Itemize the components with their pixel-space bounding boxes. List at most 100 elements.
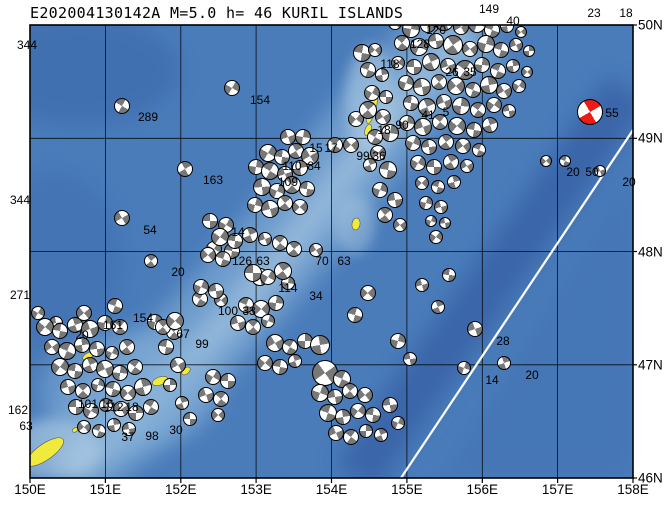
x-axis-label: 156E: [466, 482, 499, 497]
focal-mechanism: [474, 57, 490, 73]
focal-mechanism: [105, 381, 121, 397]
focal-mechanism: [220, 373, 236, 389]
focal-mechanism: [523, 45, 535, 57]
focal-mechanism: [368, 43, 382, 57]
focal-mechanism: [466, 122, 482, 138]
focal-mechanism: [365, 407, 381, 423]
focal-mechanism: [257, 355, 273, 371]
focal-mechanism: [343, 429, 359, 445]
event-depth-label: 18: [619, 6, 633, 20]
focal-mechanism: [112, 365, 128, 381]
focal-mechanism: [398, 75, 414, 91]
y-axis-label: 48N: [638, 244, 663, 259]
focal-mechanism: [509, 38, 523, 52]
focal-mechanism: [470, 102, 486, 118]
focal-mechanism: [170, 357, 186, 373]
focal-mechanism: [163, 378, 177, 392]
focal-mechanism: [343, 137, 359, 153]
focal-mechanism: [286, 241, 302, 257]
focal-mechanism: [493, 42, 509, 58]
focal-mechanism: [419, 196, 433, 210]
event-depth-label: 149: [478, 2, 500, 16]
focal-mechanism: [52, 323, 68, 339]
focal-mechanism: [215, 251, 231, 267]
focal-mechanism: [482, 117, 498, 133]
focal-mechanism: [467, 321, 483, 337]
focal-mechanism: [521, 66, 533, 78]
focal-mechanism: [421, 139, 437, 155]
focal-mechanism: [68, 399, 84, 415]
y-axis-label: 50N: [638, 17, 663, 33]
focal-mechanism: [399, 115, 415, 131]
focal-mechanism: [403, 95, 419, 111]
focal-mechanism: [438, 134, 454, 150]
focal-mechanism: [391, 416, 405, 430]
focal-mechanism: [177, 161, 193, 177]
beachball-layer: [30, 25, 633, 478]
focal-mechanism: [282, 339, 298, 355]
focal-mechanism: [443, 35, 463, 55]
focal-mechanism: [292, 199, 308, 215]
focal-mechanism: [274, 262, 292, 280]
focal-mechanism: [202, 213, 218, 229]
page-title: E202004130142A M=5.0 h= 46 KURIL ISLANDS: [30, 4, 404, 22]
focal-mechanism: [455, 138, 471, 154]
x-axis-label: 153E: [240, 482, 272, 497]
focal-mechanism: [122, 422, 136, 436]
focal-mechanism: [91, 378, 105, 392]
focal-mechanism: [127, 359, 143, 375]
focal-mechanism: [83, 403, 99, 419]
focal-mechanism: [410, 155, 426, 171]
focal-mechanism: [443, 154, 459, 170]
focal-mechanism: [452, 97, 470, 115]
focal-mechanism: [440, 58, 456, 74]
focal-mechanism: [462, 41, 478, 57]
focal-mechanism: [497, 356, 511, 370]
focal-mechanism: [453, 25, 469, 35]
focal-mechanism: [227, 233, 243, 249]
focal-mechanism: [496, 83, 512, 99]
focal-mechanism: [357, 387, 373, 403]
focal-mechanism: [377, 207, 393, 223]
focal-mechanism: [96, 360, 114, 378]
focal-mechanism: [431, 300, 445, 314]
focal-mechanism: [414, 118, 432, 136]
focal-mechanism: [420, 25, 436, 33]
focal-mechanism: [75, 383, 91, 399]
focal-mechanism: [431, 180, 445, 194]
focal-mechanism: [113, 401, 129, 417]
focal-mechanism: [410, 38, 428, 56]
focal-mechanism: [224, 80, 240, 96]
focal-mechanism: [457, 361, 471, 375]
event-depth-label: 23: [587, 6, 601, 20]
focal-mechanism: [272, 359, 288, 375]
focal-mechanism: [388, 25, 402, 30]
focal-mechanism: [460, 159, 474, 173]
focal-mechanism: [211, 228, 229, 246]
focal-mechanism: [208, 283, 224, 299]
focal-mechanism: [292, 160, 308, 176]
focal-mechanism: [309, 243, 323, 257]
focal-mechanism: [375, 109, 391, 125]
focal-mechanism: [367, 129, 383, 145]
focal-mechanism: [244, 264, 262, 282]
focal-mechanism: [379, 90, 393, 104]
focal-mechanism: [288, 354, 302, 368]
y-axis-label: 47N: [638, 357, 663, 373]
focal-mechanism: [428, 33, 444, 49]
focal-mechanism: [128, 405, 144, 421]
focal-mechanism: [327, 137, 343, 153]
focal-mechanism: [379, 161, 397, 179]
focal-mechanism: [442, 268, 456, 282]
focal-mechanism: [394, 35, 410, 51]
focal-mechanism: [119, 339, 135, 355]
focal-mechanism: [107, 418, 121, 432]
focal-mechanism: [175, 396, 189, 410]
focal-mechanism: [242, 227, 258, 243]
focal-mechanism: [97, 315, 113, 331]
focal-mechanism: [502, 104, 516, 118]
focal-mechanism: [268, 295, 284, 311]
focal-mechanism: [31, 306, 45, 320]
focal-mechanism: [143, 399, 159, 415]
focal-mechanism: [374, 428, 388, 442]
